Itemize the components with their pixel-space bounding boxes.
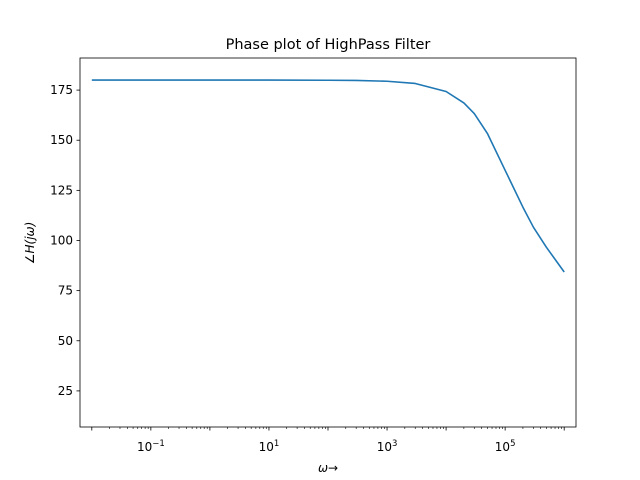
y-axis: 25 50 75 100 125 150 175 <box>50 83 80 398</box>
plot-area <box>79 57 577 428</box>
x-tick-label: 101 <box>259 439 280 454</box>
x-axis-label: ω→ <box>318 461 338 475</box>
x-tick-label: 105 <box>495 439 516 454</box>
plot-background <box>80 58 576 427</box>
y-tick-label: 25 <box>58 384 73 398</box>
x-tick-label: 10−1 <box>137 439 165 454</box>
y-tick-label: 125 <box>50 183 73 197</box>
y-tick-label: 150 <box>50 133 73 147</box>
y-axis-label: ∠H(jω) <box>23 222 37 265</box>
chart-title: Phase plot of HighPass Filter <box>226 37 431 53</box>
x-tick-label: 103 <box>377 439 398 454</box>
y-tick-label: 100 <box>50 233 73 247</box>
y-tick-label: 75 <box>58 284 73 298</box>
phase-series-line <box>91 79 565 273</box>
x-axis: 10−1 101 103 105 <box>91 427 565 454</box>
y-tick-label: 50 <box>58 334 73 348</box>
y-tick-label: 175 <box>50 83 73 97</box>
